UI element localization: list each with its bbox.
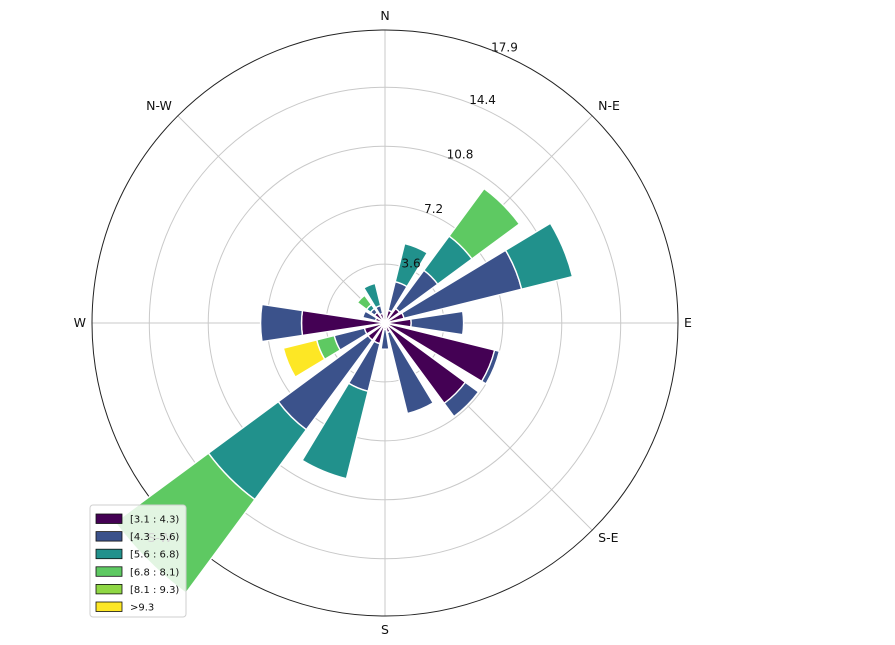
wind-bar-segment (386, 330, 435, 415)
legend-label: [4.3 : 5.6) (130, 532, 179, 543)
direction-label-w: W (74, 315, 86, 330)
legend-label: [5.6 : 6.8) (130, 550, 179, 561)
radial-tick-label: 17.9 (491, 40, 518, 54)
wind-bar-segment (356, 294, 373, 311)
wind-bar-segment (410, 310, 465, 336)
legend-swatch (95, 584, 123, 595)
radial-tick-labels: 3.6 7.2 10.8 14.4 17.9 (402, 40, 518, 270)
wind-bars (113, 187, 574, 595)
wind-bar-segment (394, 242, 429, 288)
wind-bar-segment (361, 310, 378, 322)
legend-swatch (95, 513, 123, 524)
legend-swatch (95, 566, 123, 577)
wind-bar-segment (443, 381, 480, 418)
direction-label-n: N (380, 8, 389, 23)
direction-label-e: E (684, 315, 692, 330)
wind-bar-segment (380, 328, 390, 350)
wind-bar-segment (259, 303, 304, 343)
legend-label: [8.1 : 9.3) (130, 585, 179, 596)
spoke-gridline (177, 115, 386, 324)
ring-gridline (148, 86, 622, 560)
direction-label-se: S-E (598, 530, 618, 545)
wind-bar-segment (301, 382, 369, 480)
direction-label-s: S (381, 622, 389, 637)
wind-bar-segment (282, 339, 326, 379)
legend: [3.1 : 4.3) [4.3 : 5.6) [5.6 : 6.8) [6.8 : … (89, 504, 187, 618)
legend-label: [3.1 : 4.3) (130, 515, 179, 526)
ring-gridline (207, 145, 563, 501)
wind-bar-segment (504, 222, 574, 291)
direction-label-ne: N-E (598, 98, 620, 113)
legend-swatch (95, 548, 123, 560)
legend-swatch (95, 531, 123, 542)
radial-tick-label: 14.4 (469, 93, 496, 107)
legend-label: >9.3 (130, 603, 154, 614)
legend-label: [6.8 : 8.1) (130, 567, 179, 578)
direction-label-nw: N-W (146, 98, 172, 113)
legend-swatch (95, 601, 123, 612)
outer-frame (91, 29, 679, 617)
radial-tick-label: 7.2 (424, 202, 443, 216)
wind-bar-segment (480, 349, 501, 385)
radial-tick-label: 10.8 (447, 148, 474, 162)
wind-bar-segment (362, 282, 382, 309)
radial-tick-label: 3.6 (402, 257, 421, 271)
wind-bar-segment (448, 187, 521, 260)
